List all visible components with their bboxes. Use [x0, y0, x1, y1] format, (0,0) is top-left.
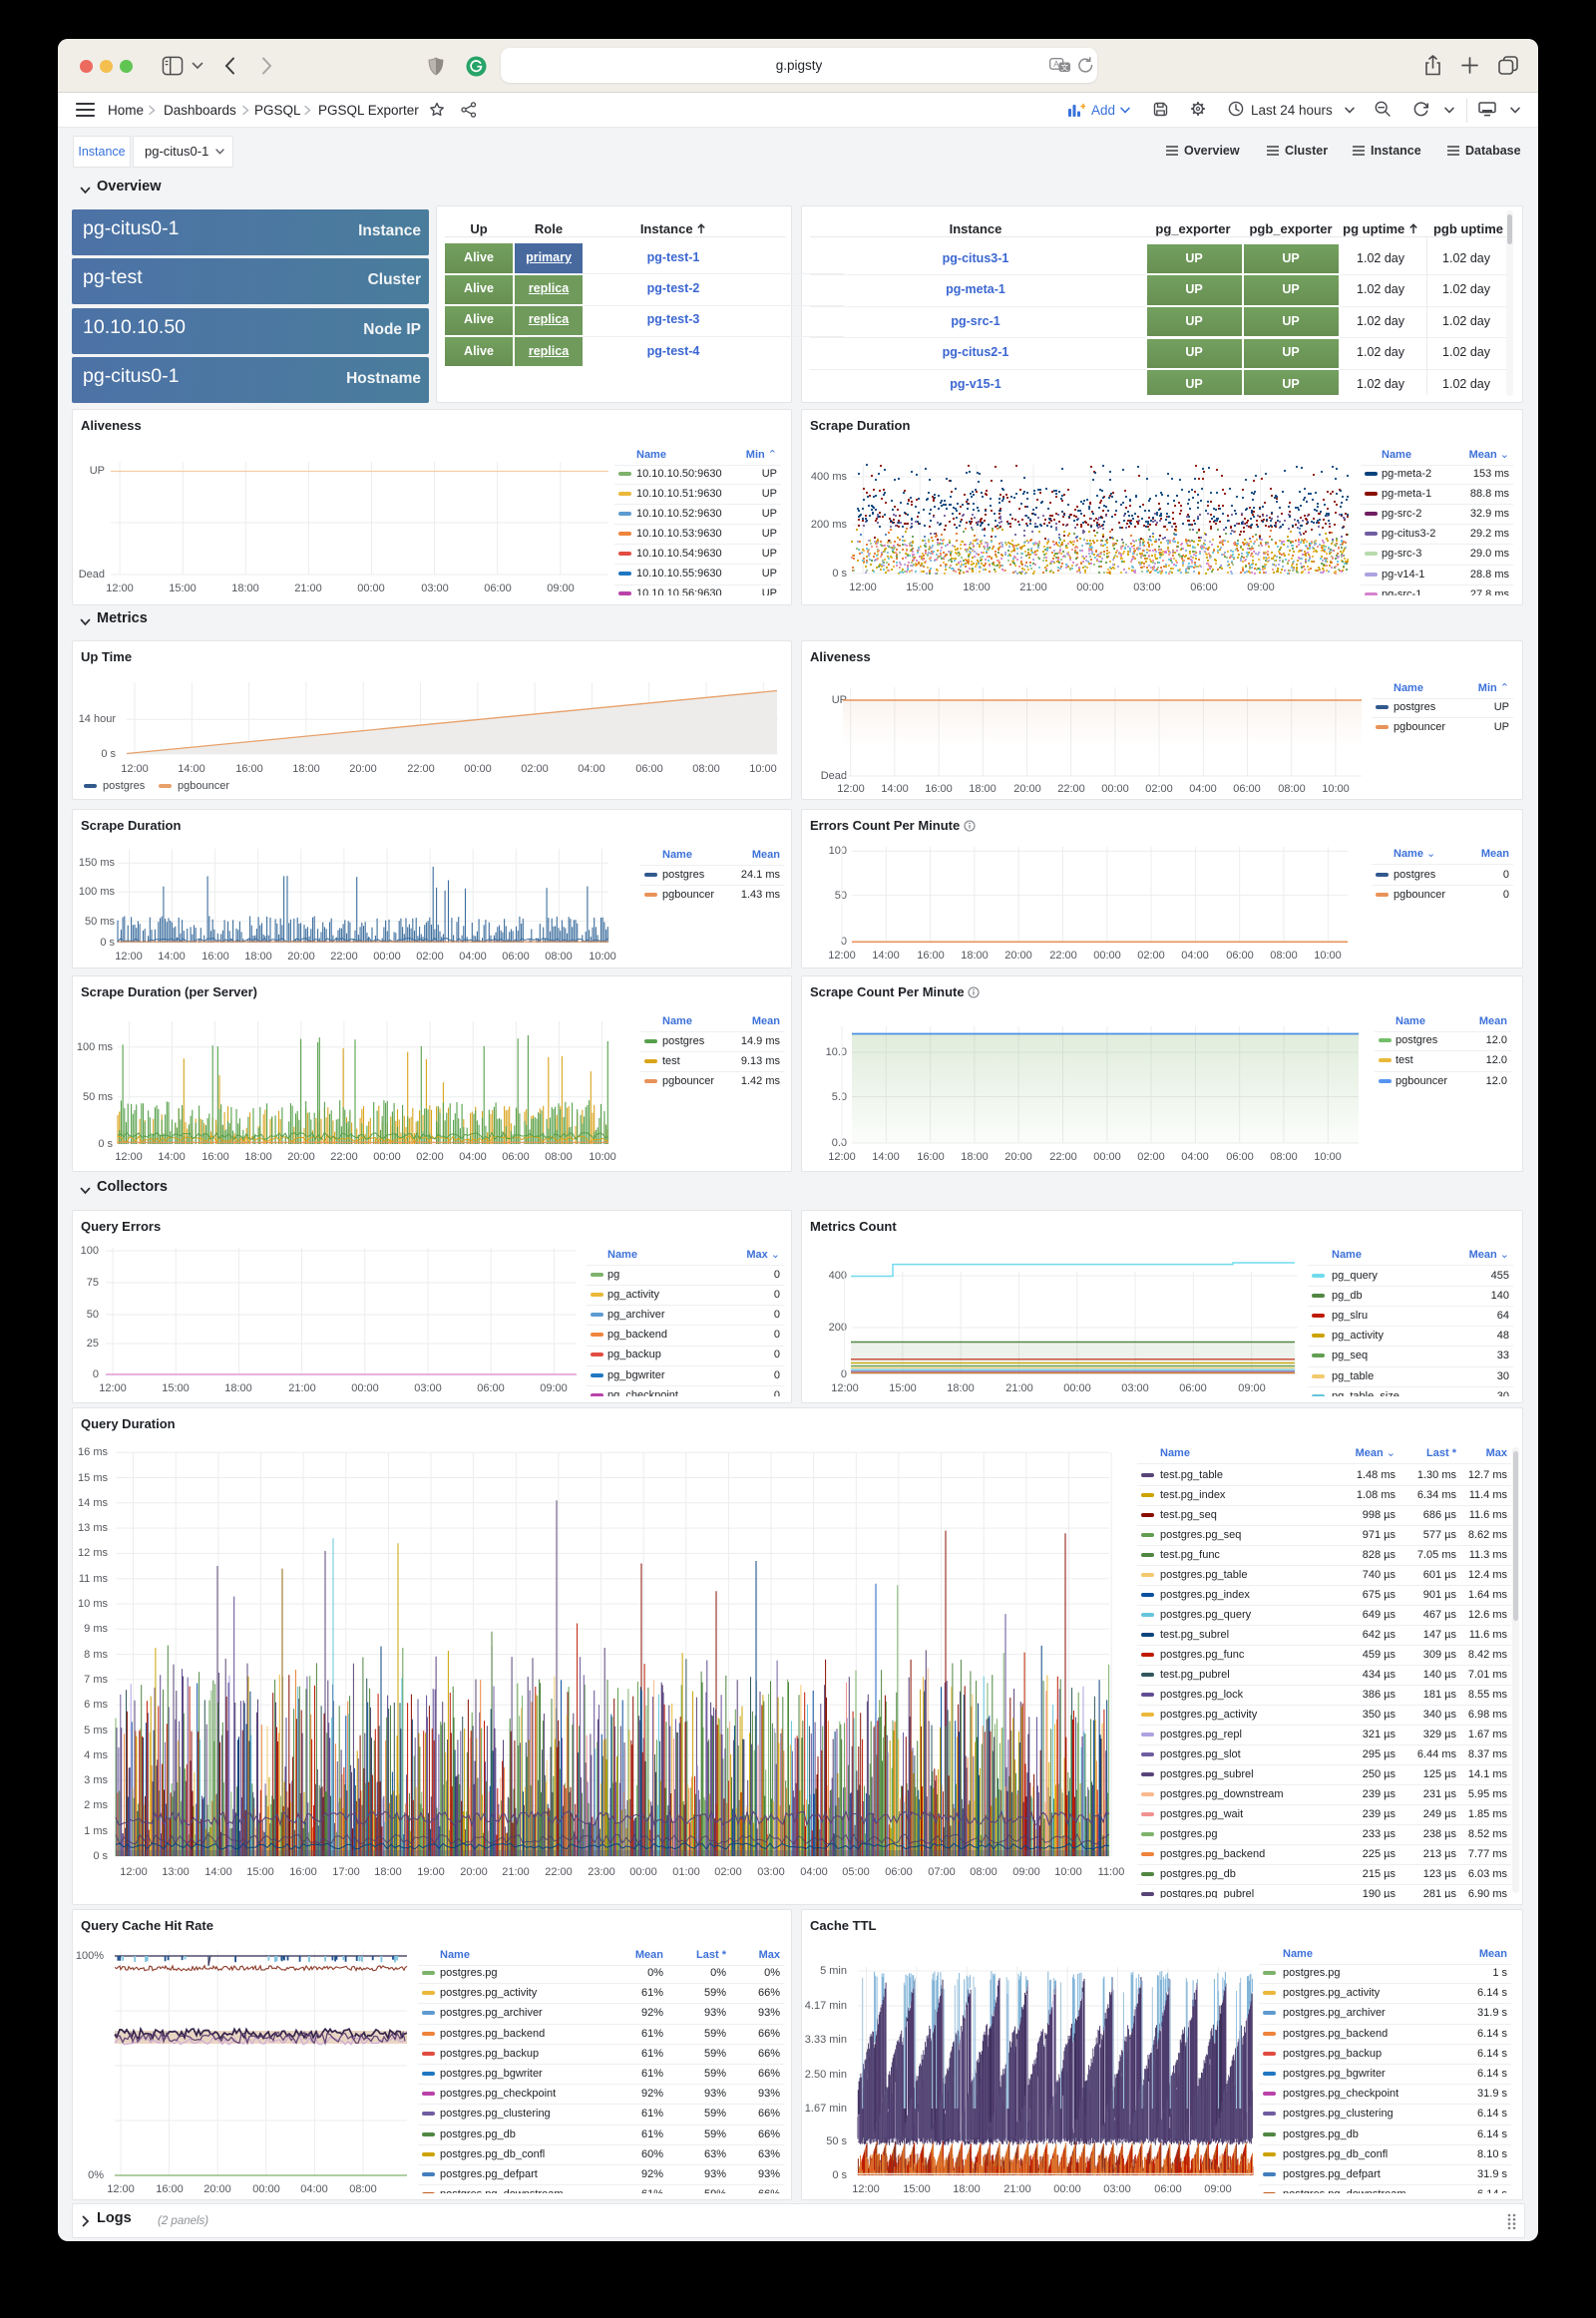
svg-text:文: 文 — [1060, 62, 1068, 72]
svg-text:A: A — [1053, 59, 1059, 69]
